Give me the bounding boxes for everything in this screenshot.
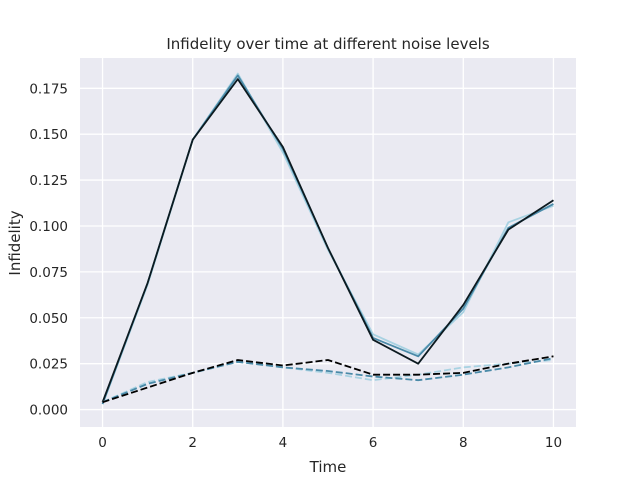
x-tick-label: 10 bbox=[545, 435, 562, 451]
y-tick-label: 0.025 bbox=[29, 357, 68, 373]
y-tick-label: 0.000 bbox=[29, 403, 68, 419]
x-tick-label: 0 bbox=[98, 435, 107, 451]
series-line-3 bbox=[101, 78, 554, 403]
series-line-6 bbox=[102, 355, 554, 404]
y-tick-label: 0.175 bbox=[29, 81, 68, 97]
y-tick-label: 0.050 bbox=[29, 311, 68, 327]
grid bbox=[80, 58, 576, 427]
y-tick-labels: 0.000 0.025 0.050 0.075 0.100 0.125 0.150 0.175 bbox=[29, 81, 68, 418]
y-tick-label: 0.100 bbox=[29, 219, 68, 235]
y-tick-label: 0.150 bbox=[29, 127, 68, 143]
x-axis-label: Time bbox=[309, 458, 347, 476]
plot-background bbox=[80, 58, 576, 427]
x-tick-label: 8 bbox=[459, 435, 468, 451]
series-line-5 bbox=[102, 357, 554, 404]
x-tick-label: 4 bbox=[279, 435, 288, 451]
y-tick-label: 0.125 bbox=[29, 173, 68, 189]
series-lines bbox=[101, 72, 554, 405]
x-tick-labels: 0 2 4 6 8 10 bbox=[98, 435, 562, 451]
x-tick-label: 6 bbox=[369, 435, 378, 451]
x-tick-label: 2 bbox=[188, 435, 197, 451]
series-line-4 bbox=[102, 359, 554, 404]
y-tick-label: 0.075 bbox=[29, 265, 68, 281]
chart-title: Infidelity over time at different noise … bbox=[166, 35, 490, 53]
y-axis-label: Infidelity bbox=[6, 210, 24, 275]
